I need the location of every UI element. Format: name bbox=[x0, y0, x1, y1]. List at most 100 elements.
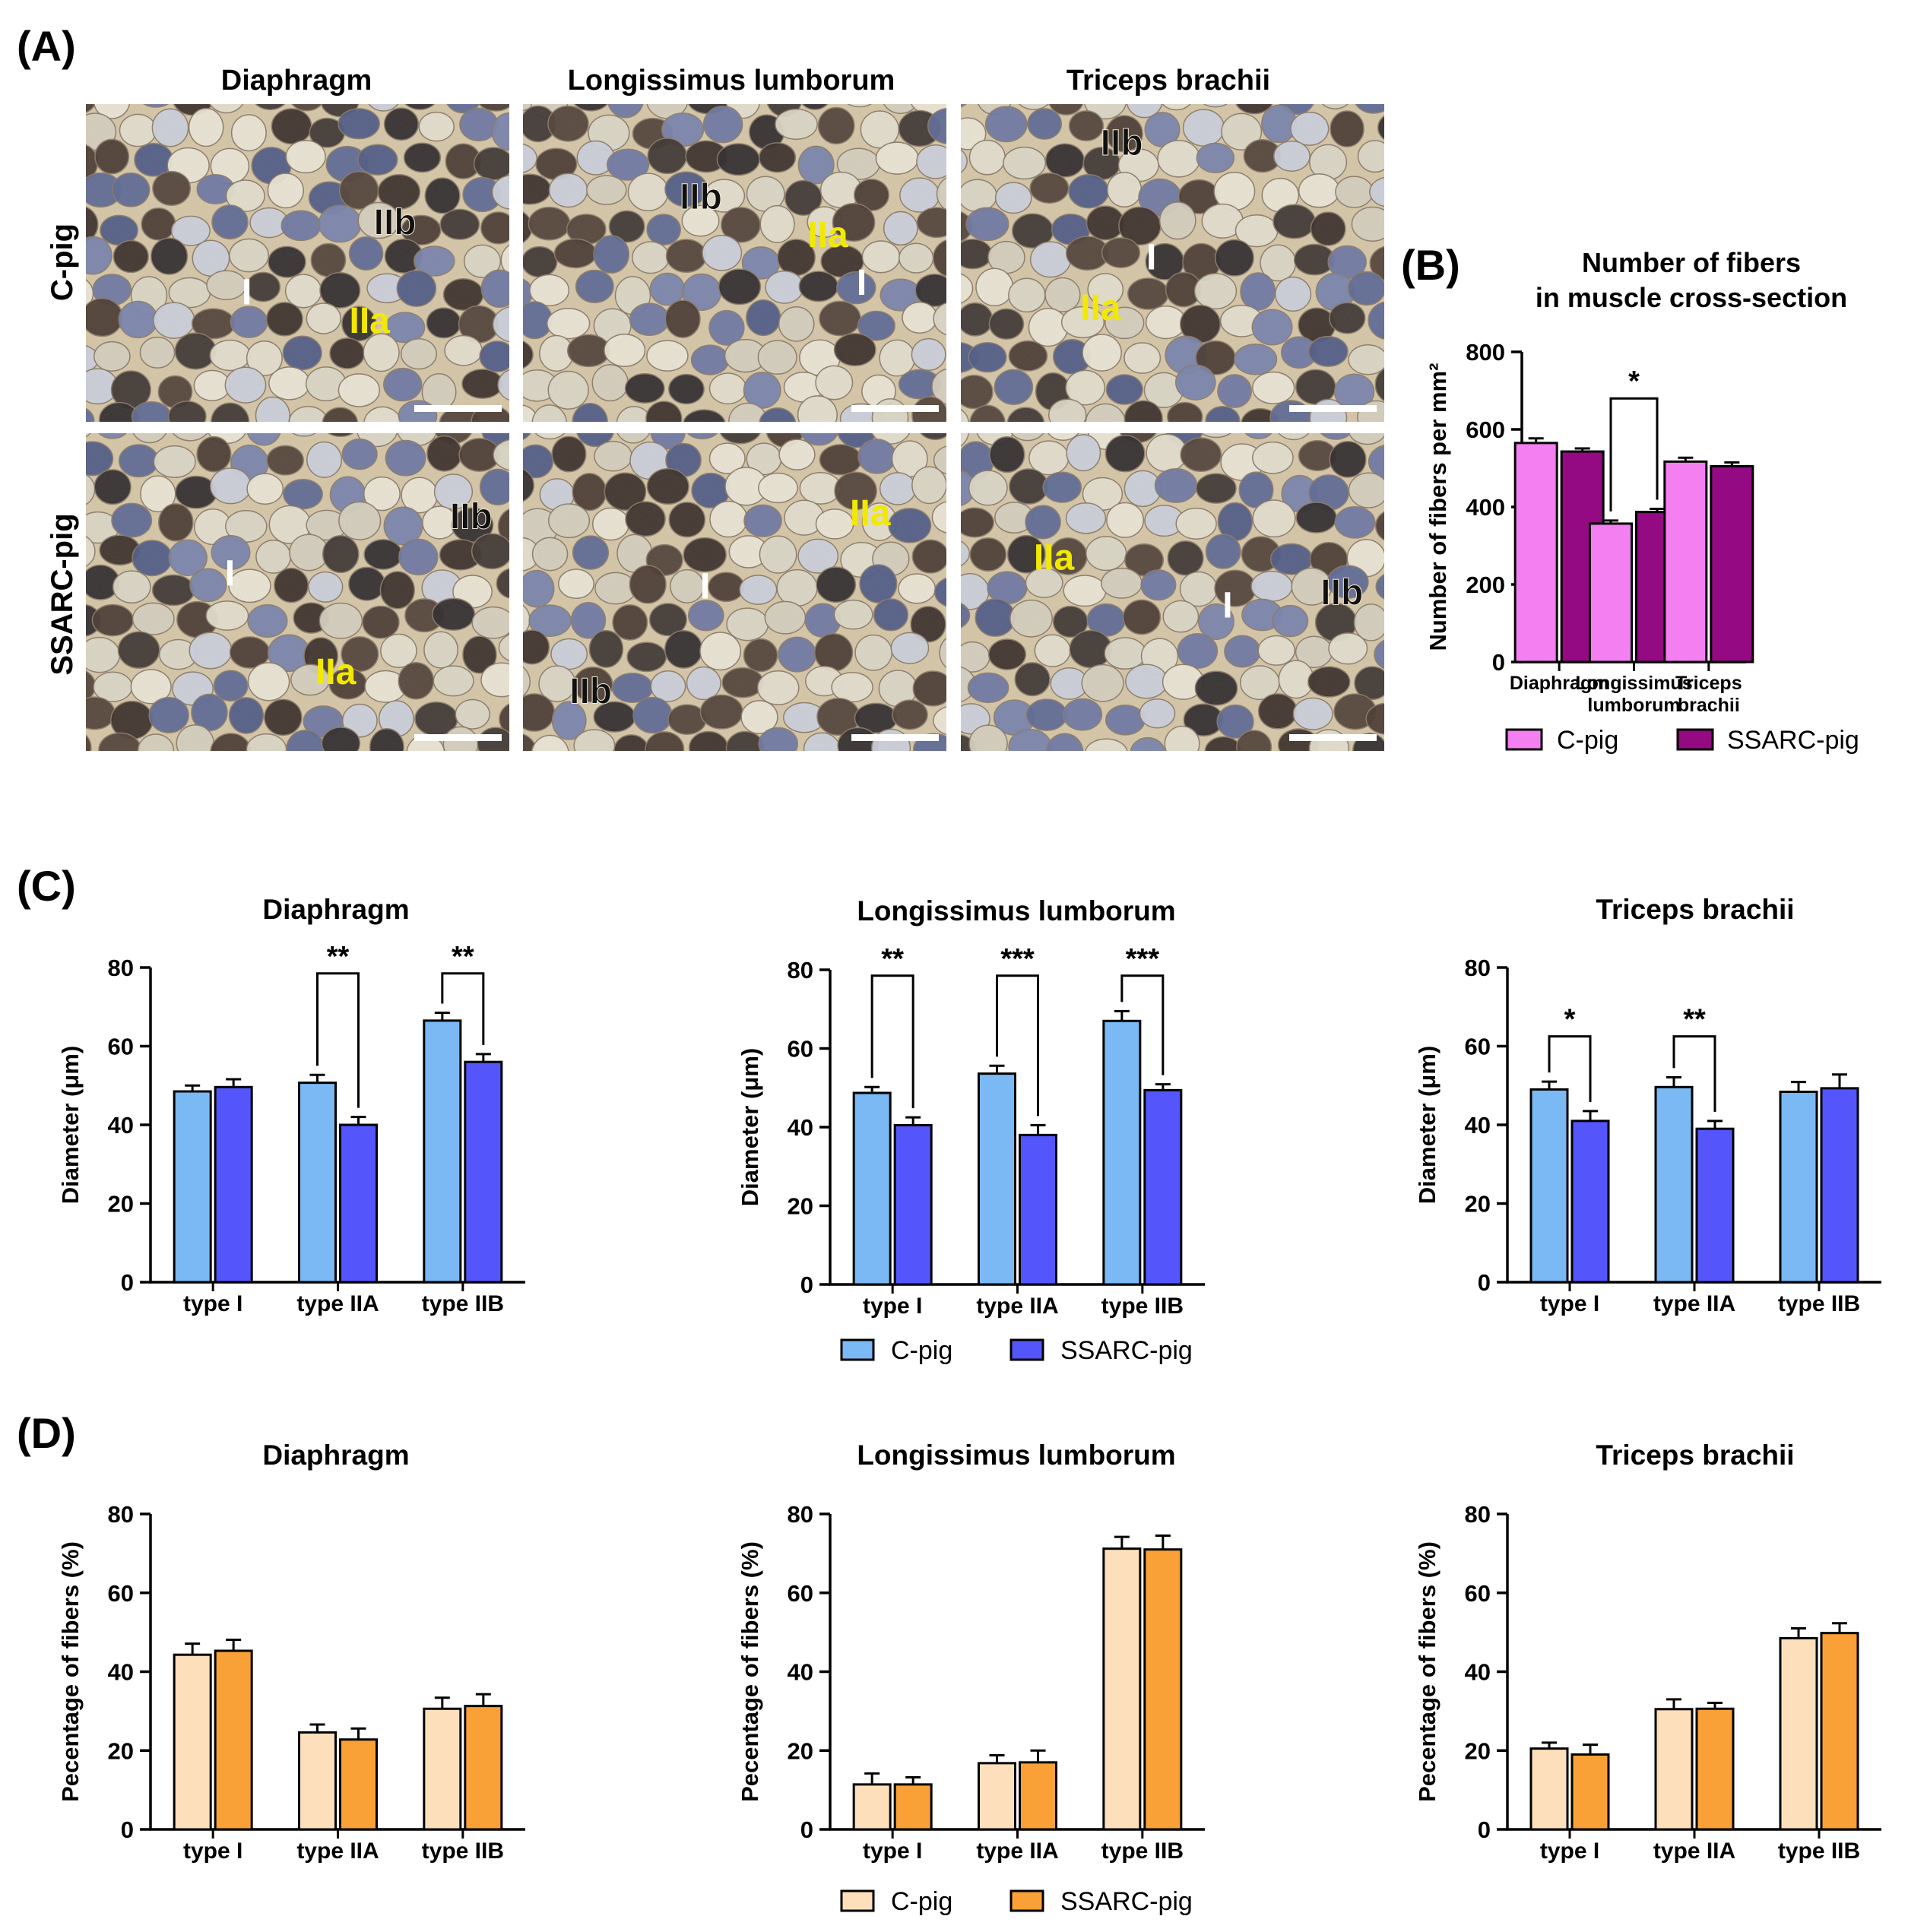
chart-title: Number of fibers bbox=[1582, 247, 1801, 278]
micrograph-texture bbox=[86, 104, 509, 422]
x-tick-label: brachii bbox=[1678, 695, 1740, 716]
y-tick-label: 0 bbox=[121, 1269, 134, 1296]
bar-c-pig bbox=[1779, 1091, 1818, 1284]
bar-chart-d3: Triceps brachii 0 20 40 60 80 Pecentage of fib… bbox=[1414, 1439, 1881, 1864]
y-tick-label: 40 bbox=[1465, 1112, 1491, 1139]
bar-c-pig bbox=[423, 1019, 462, 1284]
bar-chart-b: Number of fibers in muscle cross-section 0… bbox=[1425, 247, 1847, 716]
chart-title: Diaphragm bbox=[262, 894, 409, 925]
y-tick-label: 20 bbox=[788, 1193, 813, 1220]
scale-bar bbox=[1289, 405, 1377, 412]
chart-title: Triceps brachii bbox=[1596, 894, 1794, 925]
bar-c-pig bbox=[298, 1731, 337, 1831]
y-tick-label: 0 bbox=[1478, 1269, 1491, 1296]
x-tick-label: type IIB bbox=[1101, 1294, 1184, 1319]
micrograph-content: I IIa IIb bbox=[961, 104, 1384, 422]
fiber-label-type-i: I bbox=[1222, 585, 1232, 626]
panel-label-c: (C) bbox=[17, 862, 76, 910]
x-tick-label: type IIB bbox=[1778, 1291, 1860, 1316]
bar-c-pig bbox=[298, 1082, 337, 1284]
x-tick-label: type IIB bbox=[422, 1291, 504, 1316]
bar-ssarc-pig bbox=[1570, 1753, 1610, 1831]
x-tick-label: type I bbox=[1540, 1839, 1599, 1864]
significance-bracket bbox=[996, 974, 1039, 1116]
x-tick-label: type IIB bbox=[422, 1839, 504, 1864]
bar-c-pig bbox=[1102, 1019, 1142, 1286]
fiber-label-type-iib: IIb bbox=[680, 177, 722, 217]
bar-ssarc-pig bbox=[1570, 1120, 1610, 1284]
micrograph-content: I IIa IIb bbox=[86, 104, 509, 422]
x-tick-label: type I bbox=[183, 1291, 242, 1316]
scale-bar bbox=[1289, 734, 1377, 741]
bar-c-pig bbox=[852, 1091, 892, 1286]
y-tick-label: 400 bbox=[1466, 494, 1505, 521]
x-tick-label: type IIA bbox=[1653, 1291, 1735, 1316]
bar-ssarc-pig bbox=[1820, 1087, 1859, 1284]
y-axis-label: Diameter (μm) bbox=[1414, 1046, 1441, 1204]
bar-ssarc-pig bbox=[1143, 1548, 1183, 1831]
y-tick-label: 0 bbox=[1492, 649, 1505, 676]
significance-bracket bbox=[1120, 974, 1165, 1075]
scale-bar bbox=[851, 734, 939, 741]
x-tick-label: type IIB bbox=[1101, 1839, 1184, 1864]
micrograph-texture bbox=[961, 433, 1384, 751]
scale-bar bbox=[414, 405, 502, 412]
y-tick-label: 60 bbox=[108, 1580, 134, 1607]
y-tick-label: 20 bbox=[1465, 1191, 1491, 1218]
muscle-fiber bbox=[961, 104, 967, 108]
y-axis-label: Pecentage of fibers (%) bbox=[57, 1541, 84, 1802]
bar-c-pig bbox=[1654, 1708, 1694, 1831]
bar-c-pig bbox=[978, 1762, 1016, 1831]
y-tick-label: 0 bbox=[800, 1272, 813, 1298]
fiber-label-type-iib: IIb bbox=[1101, 123, 1143, 163]
micrograph-column-title: Diaphragm bbox=[221, 65, 372, 97]
bar-chart-c3: Triceps brachii 0 20 40 60 80 Diameter (μm) typ… bbox=[1414, 894, 1881, 1316]
significance-label: *** bbox=[1000, 943, 1035, 975]
y-tick-label: 0 bbox=[1478, 1816, 1491, 1843]
bar-c-pig bbox=[173, 1653, 212, 1831]
legend-swatch-ssarc-pig bbox=[1009, 1338, 1044, 1361]
legend-label-ssarc-pig: SSARC-pig bbox=[1060, 1336, 1193, 1365]
legend-label-ssarc-pig: SSARC-pig bbox=[1060, 1887, 1193, 1916]
significance-label: ** bbox=[327, 941, 350, 973]
bar-ssarc-pig bbox=[1695, 1127, 1735, 1284]
y-tick-label: 200 bbox=[1466, 572, 1505, 598]
bar-ssarc-pig bbox=[1019, 1761, 1057, 1831]
y-tick-label: 60 bbox=[1465, 1580, 1491, 1607]
y-axis-label: Pecentage of fibers (%) bbox=[1414, 1541, 1441, 1802]
significance-bracket bbox=[1672, 1035, 1716, 1112]
panel-label-b: (B) bbox=[1401, 241, 1460, 289]
chart-title: Triceps brachii bbox=[1596, 1439, 1794, 1471]
legend-c: C-pig SSARC-pig bbox=[840, 1336, 1193, 1365]
legend-b: C-pig SSARC-pig bbox=[1505, 726, 1859, 755]
significance-bracket bbox=[441, 972, 485, 1045]
y-tick-label: 40 bbox=[1465, 1659, 1491, 1686]
x-tick-label: type IIA bbox=[976, 1294, 1058, 1319]
y-tick-label: 40 bbox=[788, 1114, 813, 1141]
x-tick-label: type IIB bbox=[1778, 1839, 1860, 1864]
y-tick-label: 0 bbox=[800, 1816, 813, 1843]
bar-ssarc-pig bbox=[339, 1738, 378, 1831]
bar-c-pig bbox=[423, 1707, 462, 1831]
fiber-label-type-iia: IIa bbox=[850, 493, 891, 534]
bar-c-pig bbox=[1529, 1088, 1569, 1284]
legend-label-c-pig: C-pig bbox=[891, 1887, 952, 1916]
chart-title: Longissimus lumborum bbox=[857, 895, 1175, 926]
fiber-label-type-iib: IIb bbox=[1320, 573, 1363, 613]
y-tick-label: 600 bbox=[1466, 416, 1505, 443]
bar-c-pig bbox=[1654, 1085, 1694, 1284]
x-tick-label: type I bbox=[1540, 1291, 1599, 1316]
significance-bracket bbox=[1609, 397, 1659, 512]
legend-swatch-c-pig bbox=[1505, 728, 1543, 751]
x-tick-label: type I bbox=[183, 1839, 242, 1864]
micrograph-grid: IIIaIIbIIIaIIbIIIaIIbIIIaIIbIIIaIIbIIIaI… bbox=[86, 104, 1384, 751]
bar-ssarc-pig bbox=[1695, 1707, 1735, 1831]
significance-label: * bbox=[1564, 1004, 1576, 1036]
bar-chart-d1: Diaphragm 0 20 40 60 80 Pecentage of fibers (%… bbox=[57, 1439, 525, 1864]
micrograph-row-title: SSARC-pig bbox=[46, 513, 79, 675]
